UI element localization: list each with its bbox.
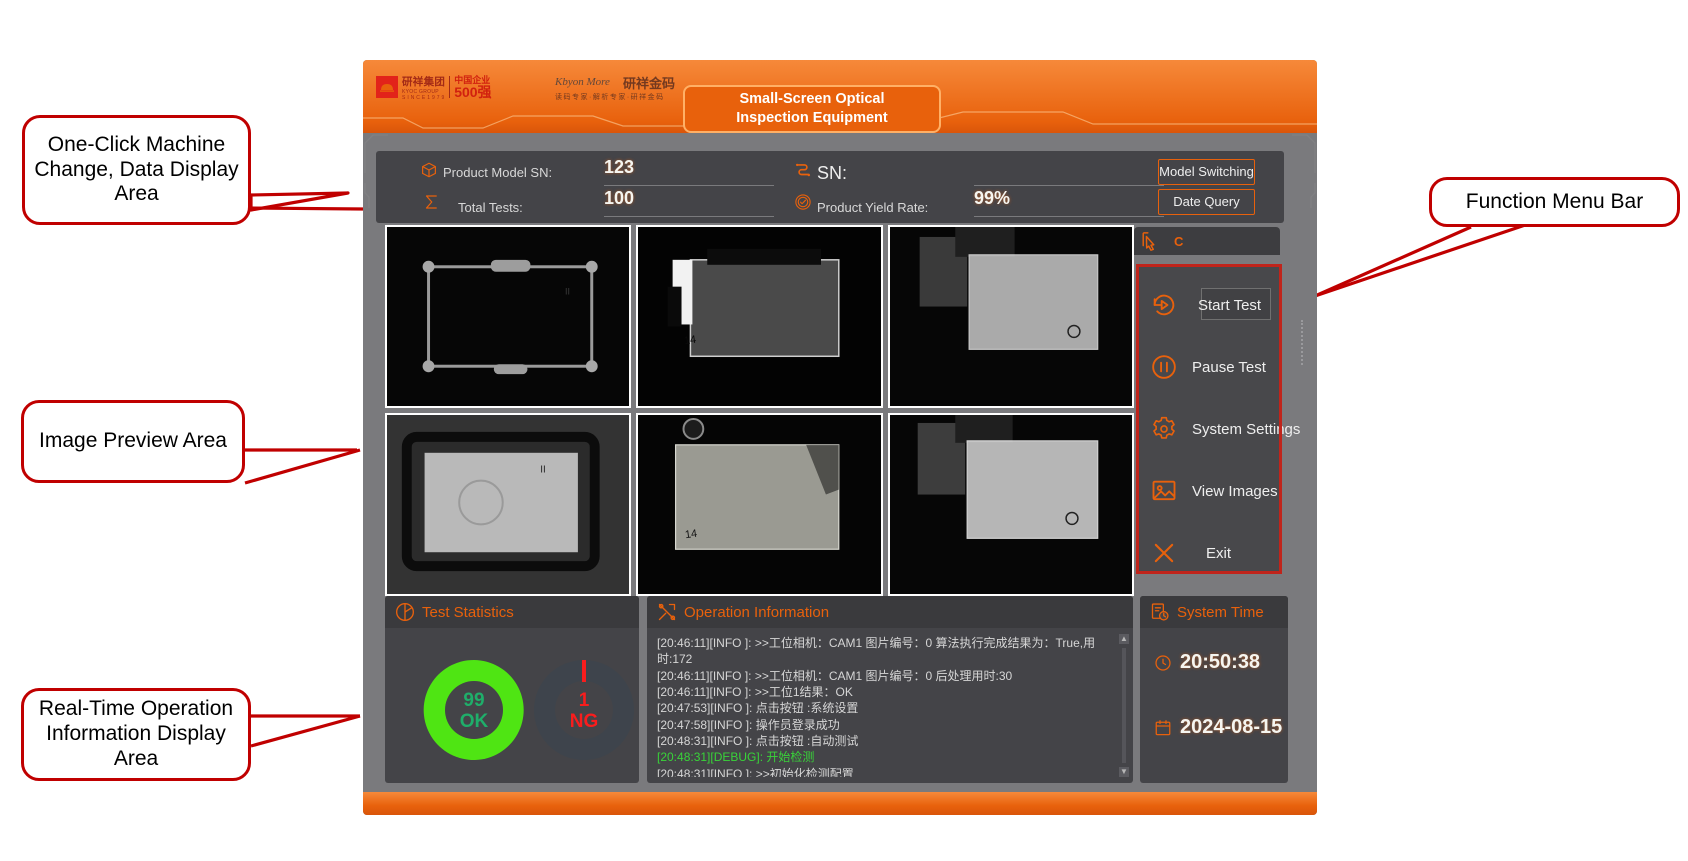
svg-text:14: 14 [684,334,698,348]
svg-text:99: 99 [463,690,484,711]
svg-text:NG: NG [570,711,599,732]
svg-text:II: II [540,465,546,476]
svg-text:1: 1 [579,690,590,711]
svg-text:OK: OK [460,711,489,732]
svg-text:II: II [565,287,570,297]
svg-text:14: 14 [685,528,699,542]
